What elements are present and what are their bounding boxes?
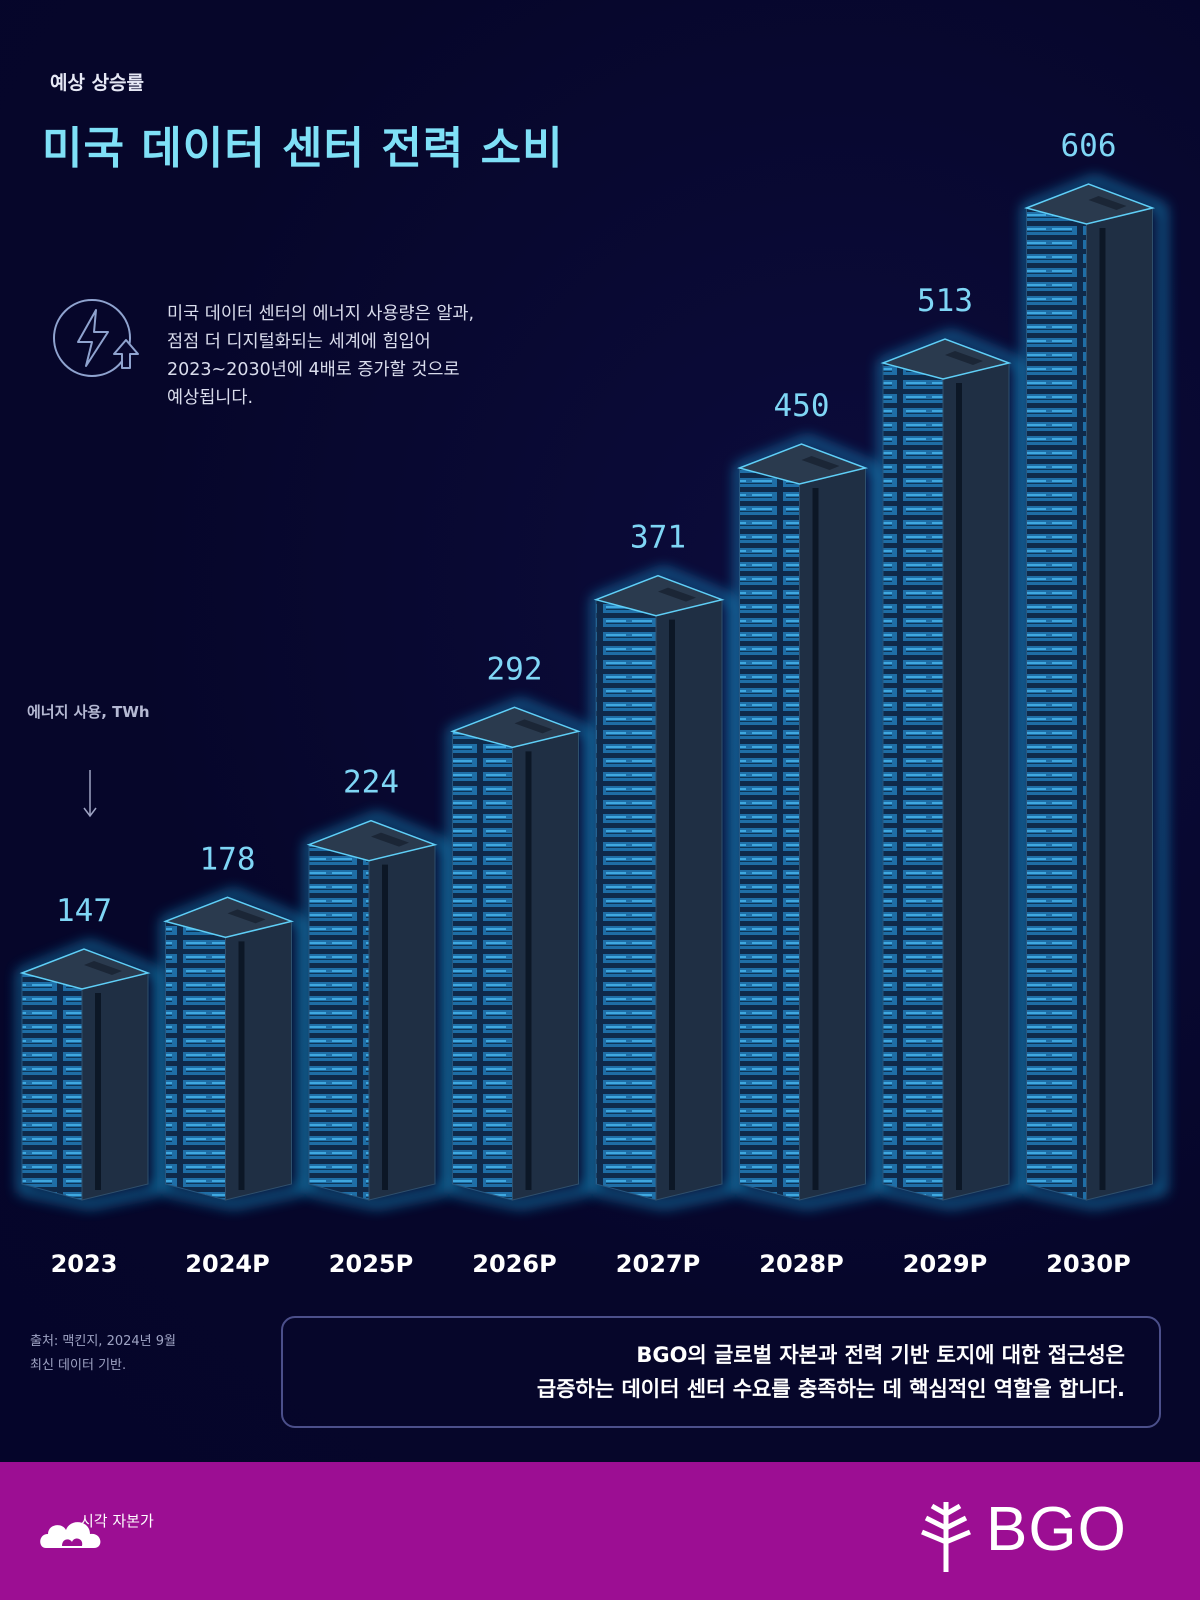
data-label: 178	[200, 841, 256, 877]
x-tick-label: 2027P	[616, 1250, 700, 1278]
footer-bar	[0, 1462, 1200, 1600]
data-label: 292	[487, 651, 543, 687]
x-tick-label: 2025P	[329, 1250, 413, 1278]
publisher-name: 시각 자본가	[80, 1512, 154, 1530]
data-label: 224	[343, 765, 399, 801]
x-tick-label: 2029P	[903, 1250, 987, 1278]
cloud-logo-icon	[40, 1522, 101, 1548]
down-arrow-icon	[83, 770, 97, 818]
description-line: 점점 더 디지털화되는 세계에 힘입어	[167, 332, 431, 352]
bar	[880, 331, 1022, 1208]
description: 미국 데이터 센터의 에너지 사용량은 알과, 점점 더 디지털화되는 세계에 …	[167, 300, 557, 412]
callout-line: BGO의 글로벌 자본과 전력 기반 토지에 대한 접근성은	[636, 1343, 1125, 1367]
bar	[736, 436, 879, 1208]
bar	[593, 568, 735, 1208]
description-line: 2023~2030년에 4배로 증가할 것으로	[167, 360, 460, 380]
bar	[306, 813, 448, 1208]
x-tick-label: 2026P	[472, 1250, 556, 1278]
bar	[19, 941, 161, 1208]
source-line: 최신 데이터 기반.	[30, 1358, 127, 1373]
page-subtitle: 예상 상승률	[50, 72, 145, 94]
x-tick-label: 2024P	[185, 1250, 269, 1278]
data-label: 147	[56, 893, 112, 929]
x-tick-label: 2028P	[759, 1250, 843, 1278]
brand-logo: BGO	[986, 1495, 1127, 1564]
page-title: 미국 데이터 센터 전력 소비	[42, 123, 564, 174]
callout-box: BGO의 글로벌 자본과 전력 기반 토지에 대한 접근성은 급증하는 데이터 …	[281, 1316, 1161, 1428]
callout-line: 급증하는 데이터 센터 수요를 충족하는 데 핵심적인 역할을 합니다.	[536, 1377, 1125, 1401]
source-note: 출처: 맥킨지, 2024년 9월 최신 데이터 기반.	[30, 1330, 176, 1378]
bar	[162, 890, 305, 1208]
y-axis-label: 에너지 사용, TWh	[27, 703, 150, 721]
description-line: 예상됩니다.	[167, 388, 254, 408]
source-line: 출처: 맥킨지, 2024년 9월	[30, 1334, 176, 1349]
data-label: 450	[774, 388, 830, 424]
bar	[449, 700, 592, 1208]
data-label: 513	[917, 283, 973, 319]
data-label: 606	[1061, 128, 1117, 164]
x-tick-label: 2023	[51, 1250, 118, 1278]
bar	[1023, 176, 1166, 1208]
data-label: 371	[630, 520, 686, 556]
description-line: 미국 데이터 센터의 에너지 사용량은 알과,	[167, 304, 475, 324]
x-tick-label: 2030P	[1046, 1250, 1130, 1278]
leaf-branch-icon	[921, 1502, 971, 1572]
lightning-up-arrow-icon	[53, 299, 139, 377]
server-rack-chart: 147 2023 178 2024P 224 2025P 292 2026P 371 2027P 4…	[19, 128, 1166, 1278]
